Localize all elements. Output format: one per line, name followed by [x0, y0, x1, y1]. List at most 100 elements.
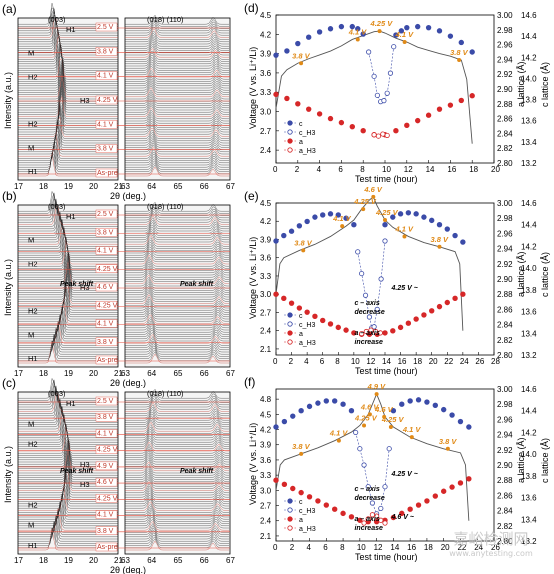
- voltage-tag: 4.1 V: [97, 248, 114, 255]
- point-a: [281, 295, 287, 302]
- voltage-tag-box: [95, 47, 118, 56]
- x-tick-label: 14: [382, 357, 391, 366]
- xrd-trace: [18, 419, 118, 441]
- xrd-tick: 64: [147, 182, 156, 191]
- voltage-label: 4.25 V: [370, 19, 394, 28]
- x-tick-label: 12: [374, 543, 383, 552]
- voltage-tag: As-pre: [97, 357, 118, 364]
- xrd-tick: 19: [64, 556, 73, 565]
- xrd-trace: [125, 481, 230, 491]
- xrd-trace: [125, 446, 230, 456]
- xrd-trace: [125, 209, 229, 218]
- xrd-trace: [18, 18, 118, 38]
- xrd-trace: [125, 78, 230, 89]
- x-axis-label: Test time (hour): [355, 174, 418, 184]
- phase-label: H2: [28, 72, 38, 81]
- legend-marker: [287, 330, 293, 336]
- point-a_H3: [359, 330, 365, 337]
- point-a_H3: [374, 513, 380, 519]
- xrd-trace: [125, 413, 229, 423]
- point-c_H3: [374, 92, 380, 98]
- point-c: [316, 29, 323, 35]
- point-c: [390, 408, 397, 414]
- xrd-trace: [125, 492, 230, 502]
- a-tick-label: 3.00: [497, 11, 513, 20]
- point-a: [290, 485, 296, 492]
- xrd-tick: 19: [64, 182, 73, 191]
- point-c_H3: [355, 249, 361, 255]
- xrd-trace: [125, 340, 229, 350]
- xrd-trace: [18, 93, 118, 115]
- voltage-tag-box: [95, 120, 118, 129]
- xrd-trace: [125, 59, 229, 69]
- point-c: [348, 408, 355, 414]
- xrd-trace: [18, 142, 118, 163]
- voltage-tag: 4.6 V: [97, 479, 114, 486]
- peak-index-018-110: (018) (110): [147, 202, 184, 211]
- xrd-trace: [125, 83, 230, 93]
- xrd-trace: [125, 443, 230, 454]
- xrd-trace: [125, 212, 229, 223]
- point-c: [466, 424, 472, 430]
- point-a: [390, 328, 396, 334]
- xrd-x-label: 2θ (deg.): [110, 191, 146, 201]
- xrd-trace: [18, 107, 118, 130]
- a-tick-label: 2.90: [497, 275, 513, 284]
- point-a: [327, 321, 334, 327]
- voltage-tag: 3.8 V: [97, 229, 114, 236]
- xrd-trace: [18, 72, 118, 95]
- xrd-trace: [18, 329, 118, 348]
- xrd-trace: [18, 88, 118, 111]
- xrd-trace: [125, 303, 230, 313]
- xrd-trace: [125, 96, 229, 106]
- xrd-trace: [18, 453, 118, 476]
- x-axis-label: Test time (hour): [355, 552, 418, 562]
- phase-label: H1: [66, 25, 76, 34]
- xrd-trace: [125, 287, 230, 298]
- voltage-tag: 4.6 V: [97, 284, 114, 291]
- point-c: [273, 52, 279, 58]
- legend-label: a: [299, 517, 303, 524]
- y-tick-label: 3.9: [260, 50, 272, 59]
- xrd-tick: 20: [89, 182, 98, 191]
- xrd-trace: [125, 237, 229, 247]
- xrd-trace: [18, 119, 118, 139]
- panel-label-e: (e): [244, 189, 259, 203]
- xrd-trace: [125, 439, 230, 449]
- phase-label: M: [28, 419, 34, 428]
- xrd-trace: [18, 334, 118, 355]
- voltage-tag-box: [95, 246, 118, 255]
- xrd-trace: [125, 483, 230, 493]
- point-c_H3: [382, 484, 388, 490]
- xrd-trace: [125, 256, 230, 267]
- xrd-trace: [125, 94, 229, 104]
- phase-label: H2: [28, 259, 38, 268]
- x-tick-label: 14: [426, 165, 435, 174]
- xrd-trace: [18, 236, 118, 256]
- voltage-tag-box: [95, 144, 118, 153]
- phase-label: H2: [28, 120, 38, 129]
- xrd-trace: [18, 70, 118, 93]
- xrd-trace: [18, 328, 118, 350]
- voltage-axis-label: Voltage (V vs. Li⁺/Li): [248, 423, 258, 505]
- xrd-trace: [125, 133, 229, 144]
- x-tick-label: 2: [289, 357, 294, 366]
- voltage-label: 4.25 V: [353, 197, 377, 206]
- xrd-trace: [18, 64, 118, 86]
- voltage-tag-box: [95, 510, 118, 519]
- voltage-tag-box: [95, 319, 118, 328]
- voltage-label: 3.8 V: [294, 238, 313, 247]
- legend-label: c_H3: [299, 130, 315, 137]
- xrd-trace: [125, 158, 229, 168]
- c-tick-label: 13.2: [521, 351, 537, 360]
- point-c: [315, 400, 321, 406]
- xrd-tick: 18: [39, 182, 48, 191]
- x-tick-label: 26: [475, 357, 484, 366]
- xrd-trace: [125, 43, 229, 53]
- phase-label: H3: [80, 460, 90, 469]
- point-a: [335, 324, 341, 331]
- xrd-trace: [125, 111, 229, 122]
- point-c: [304, 218, 310, 225]
- xrd-trace: [18, 85, 118, 108]
- point-a: [281, 481, 288, 488]
